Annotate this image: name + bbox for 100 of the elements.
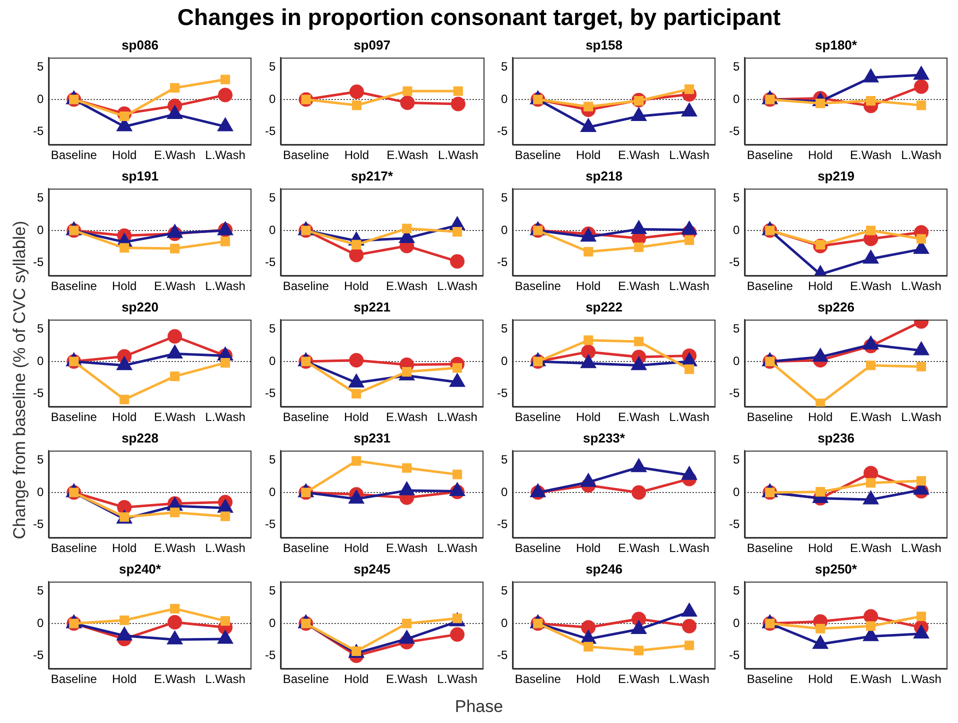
x-tick-label: Baseline xyxy=(746,672,794,686)
x-tick-label: Hold xyxy=(808,672,833,686)
y-tick-label: 5 xyxy=(732,584,740,598)
x-tick-label: E.Wash xyxy=(850,410,892,424)
x-tick-label: Baseline xyxy=(283,148,330,162)
y-tick-label: 5 xyxy=(36,584,44,598)
x-tick-label: E.Wash xyxy=(154,541,196,556)
x-tick-label: L.Wash xyxy=(669,672,710,686)
x-tick-label: Hold xyxy=(112,672,137,686)
x-tick-label: Baseline xyxy=(746,148,794,162)
chart-title: sp191 xyxy=(122,168,158,184)
x-tick-label: E.Wash xyxy=(618,148,660,162)
x-tick-label: Baseline xyxy=(282,541,330,556)
y-tick-label: 5 xyxy=(500,190,508,205)
x-tick-label: E.Wash xyxy=(850,672,892,686)
chart-title: sp221 xyxy=(354,299,390,314)
x-tick-label: Baseline xyxy=(50,541,98,556)
x-tick-label: Hold xyxy=(344,410,369,424)
y-tick-label: 0 xyxy=(500,222,508,237)
x-tick-label: Hold xyxy=(576,672,601,686)
y-tick-label: 0 xyxy=(268,616,276,630)
y-tick-label: -5 xyxy=(497,517,508,532)
x-tick-label: L.Wash xyxy=(438,148,478,162)
y-tick-label: 0 xyxy=(268,484,276,499)
y-tick-label: 0 xyxy=(500,616,508,630)
x-tick-label: Baseline xyxy=(514,279,562,294)
chart-title: sp245 xyxy=(354,561,390,576)
x-tick-label: L.Wash xyxy=(901,672,942,686)
x-tick-label: Baseline xyxy=(50,279,98,294)
x-tick-label: Baseline xyxy=(282,279,330,294)
chart-title: sp226 xyxy=(818,299,854,314)
x-tick-label: E.Wash xyxy=(386,541,428,556)
text: Change from baseline (% of CVC syllable) xyxy=(10,220,30,542)
text: Phase xyxy=(454,697,504,717)
chart-title: sp231 xyxy=(354,430,390,446)
x-tick-label: Hold xyxy=(808,279,833,294)
y-tick-label: -5 xyxy=(265,124,276,138)
y-tick-label: 0 xyxy=(36,616,44,630)
y-tick-label: -5 xyxy=(33,517,44,532)
x-tick-label: E.Wash xyxy=(850,279,892,294)
x-tick-label: E.Wash xyxy=(386,148,428,162)
y-tick-label: -5 xyxy=(497,386,508,400)
y-tick-label: 5 xyxy=(732,452,740,467)
chart-title: sp180* xyxy=(815,37,858,52)
x-tick-label: Hold xyxy=(576,410,601,424)
y-tick-label: -5 xyxy=(265,255,276,270)
x-tick-label: Hold xyxy=(808,410,833,424)
chart-title: sp233* xyxy=(583,430,626,446)
y-tick-label: 5 xyxy=(500,584,508,598)
x-tick-label: E.Wash xyxy=(386,410,428,424)
y-tick-label: -5 xyxy=(729,648,740,662)
x-tick-label: E.Wash xyxy=(618,410,660,424)
chart-title: sp236 xyxy=(818,430,854,446)
y-tick-label: 5 xyxy=(36,452,44,467)
x-tick-label: Hold xyxy=(576,541,601,556)
y-tick-label: 0 xyxy=(268,354,276,368)
x-tick-label: Hold xyxy=(112,148,137,162)
y-tick-label: 0 xyxy=(732,222,740,237)
x-tick-label: E.Wash xyxy=(850,541,892,556)
x-tick-label: Baseline xyxy=(746,541,794,556)
y-tick-label: 0 xyxy=(500,484,508,499)
y-tick-label: -5 xyxy=(497,255,508,270)
x-tick-label: Hold xyxy=(112,410,137,424)
y-tick-label: 0 xyxy=(500,354,508,368)
x-tick-label: L.Wash xyxy=(901,410,942,424)
x-tick-label: Hold xyxy=(112,541,137,556)
x-tick-label: L.Wash xyxy=(437,541,478,556)
y-tick-label: 5 xyxy=(500,60,508,74)
x-tick-label: L.Wash xyxy=(205,672,246,686)
y-tick-label: 5 xyxy=(500,452,508,467)
x-tick-label: L.Wash xyxy=(437,672,478,686)
y-tick-label: 0 xyxy=(732,354,740,368)
y-tick-label: 0 xyxy=(36,92,44,106)
x-tick-label: E.Wash xyxy=(386,672,428,686)
y-tick-label: 5 xyxy=(268,60,276,74)
x-tick-label: Hold xyxy=(576,148,601,162)
x-tick-label: E.Wash xyxy=(154,672,196,686)
y-tick-label: -5 xyxy=(33,124,44,138)
y-tick-label: -5 xyxy=(33,386,44,400)
chart-title: sp222 xyxy=(586,299,622,314)
x-tick-label: Baseline xyxy=(50,410,98,424)
y-tick-label: 5 xyxy=(732,322,740,336)
x-tick-label: Baseline xyxy=(746,279,794,294)
x-tick-label: Hold xyxy=(344,279,369,294)
chart-title: sp218 xyxy=(586,168,622,184)
x-tick-label: E.Wash xyxy=(618,279,660,294)
chart-title: sp158 xyxy=(586,37,622,52)
y-tick-label: 0 xyxy=(732,92,740,106)
x-tick-label: Baseline xyxy=(50,672,98,686)
x-tick-label: Baseline xyxy=(282,672,330,686)
y-tick-label: 5 xyxy=(268,322,276,336)
chart-title: sp240* xyxy=(119,561,162,576)
y-tick-label: 0 xyxy=(732,484,740,499)
y-tick-label: 5 xyxy=(36,190,44,205)
x-tick-label: E.Wash xyxy=(154,279,196,294)
x-tick-label: L.Wash xyxy=(901,541,942,556)
x-tick-label: Hold xyxy=(576,279,601,294)
x-tick-label: Baseline xyxy=(514,148,562,162)
y-tick-label: 0 xyxy=(500,92,508,106)
x-tick-label: E.Wash xyxy=(850,148,892,162)
